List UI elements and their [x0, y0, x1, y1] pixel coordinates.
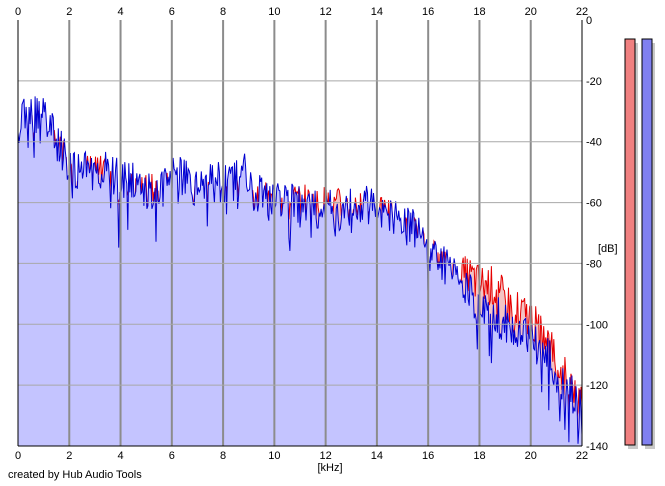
y-tick-label-4: -80 [586, 258, 602, 270]
x-tick-label-bottom-8: 16 [422, 450, 434, 462]
x-tick-label-bottom-1: 2 [66, 450, 72, 462]
x-tick-label-bottom-2: 4 [117, 450, 123, 462]
x-axis-label: [kHz] [317, 462, 342, 474]
x-tick-label-top-2: 4 [117, 6, 123, 18]
level-meter-0 [624, 38, 636, 446]
series-fill-1 [18, 96, 582, 447]
x-tick-label-top-7: 14 [371, 6, 383, 18]
y-tick-label-1: -20 [586, 76, 602, 88]
series-line-1 [17, 96, 583, 444]
x-tick-label-top-0: 0 [15, 6, 21, 18]
x-tick-label-bottom-5: 10 [268, 450, 280, 462]
credit-text: created by Hub Audio Tools [8, 469, 142, 481]
y-tick-label-2: -40 [586, 137, 602, 149]
x-tick-label-top-9: 18 [473, 6, 485, 18]
x-tick-label-bottom-4: 8 [220, 450, 226, 462]
x-tick-label-bottom-10: 20 [525, 450, 537, 462]
x-tick-label-top-8: 16 [422, 6, 434, 18]
y-axis-label: [dB] [598, 243, 618, 255]
x-tick-label-bottom-11: 22 [576, 450, 588, 462]
y-tick-label-3: -60 [586, 198, 602, 210]
x-tick-label-top-11: 22 [576, 6, 588, 18]
x-tick-label-top-5: 10 [268, 6, 280, 18]
y-tick-label-0: 0 [586, 15, 592, 27]
x-tick-label-top-3: 6 [169, 6, 175, 18]
x-tick-label-top-4: 8 [220, 6, 226, 18]
x-tick-label-top-10: 20 [525, 6, 537, 18]
x-tick-label-top-1: 2 [66, 6, 72, 18]
x-tick-label-bottom-7: 14 [371, 450, 383, 462]
x-tick-label-bottom-6: 12 [320, 450, 332, 462]
x-tick-label-bottom-0: 0 [15, 450, 21, 462]
x-tick-label-bottom-9: 18 [473, 450, 485, 462]
y-tick-label-6: -120 [586, 380, 608, 392]
x-tick-label-top-6: 12 [320, 6, 332, 18]
y-tick-label-5: -100 [586, 319, 608, 331]
level-meter-1 [641, 38, 653, 446]
x-tick-label-bottom-3: 6 [169, 450, 175, 462]
y-tick-label-7: -140 [586, 441, 608, 453]
